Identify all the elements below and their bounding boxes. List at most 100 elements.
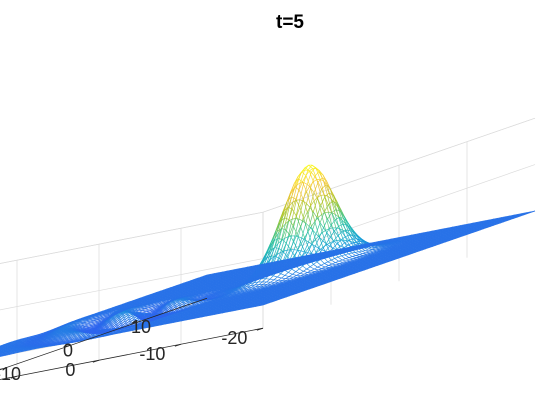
mesh-segment (266, 278, 271, 283)
grid-layer (0, 117, 536, 380)
mesh-segment (313, 179, 317, 182)
mesh-segment (292, 218, 296, 220)
mesh-segment (274, 243, 279, 248)
mesh-segment (270, 279, 275, 283)
mesh-segment (258, 278, 262, 283)
mesh-segment (284, 272, 289, 276)
mesh-segment (343, 239, 347, 241)
mesh-segment (341, 254, 345, 257)
grid-line-z (0, 258, 264, 311)
mesh-segment (354, 251, 359, 253)
mesh-segment (281, 223, 286, 229)
mesh-segment (307, 252, 312, 254)
mesh-segment (293, 234, 298, 242)
mesh-segment (286, 248, 291, 256)
mesh-segment (292, 271, 297, 275)
mesh-segment (273, 276, 278, 281)
mesh-segment (337, 255, 342, 258)
mesh-segment (300, 237, 305, 244)
mesh-segment (311, 221, 316, 227)
mesh-segment (320, 263, 325, 266)
mesh-segment (313, 261, 318, 265)
mesh-segment (289, 225, 294, 235)
mesh-segment (294, 249, 298, 251)
mesh-segment (283, 249, 288, 252)
mesh-segment (303, 182, 308, 185)
mesh-segment (317, 264, 322, 268)
mesh-segment (295, 268, 300, 272)
mesh-segment (338, 259, 343, 262)
mesh-segment (332, 201, 337, 210)
mesh-segment (307, 226, 312, 232)
mesh-segment (301, 237, 306, 241)
mesh-segment (325, 228, 330, 231)
mesh-segment (254, 281, 259, 286)
mesh-segment (327, 195, 332, 200)
mesh-segment (289, 201, 294, 206)
mesh-segment (292, 199, 297, 203)
mesh-segment (324, 211, 329, 214)
mesh-segment (277, 240, 282, 245)
mesh-segment (280, 250, 285, 253)
mesh-segment (334, 214, 339, 218)
mesh-segment (250, 282, 255, 286)
mesh-segment (341, 258, 346, 261)
mesh-segment (325, 184, 330, 194)
mesh-segment (317, 214, 322, 218)
mesh-segment (334, 230, 339, 237)
mesh-segment (267, 255, 272, 264)
mesh-segment (333, 240, 338, 245)
surface-mesh (0, 164, 536, 357)
mesh-segment (317, 181, 322, 190)
mesh-segment (279, 251, 284, 259)
mesh-segment (334, 219, 339, 227)
mesh-segment (262, 281, 267, 285)
mesh-segment (327, 218, 332, 226)
mesh-segment (277, 277, 282, 281)
mesh-segment (296, 182, 301, 186)
mesh-segment (299, 198, 304, 208)
mesh-segment (331, 212, 336, 215)
mesh-segment (298, 218, 303, 222)
mesh-segment (288, 274, 293, 277)
mesh-segment (315, 233, 320, 238)
mesh-segment (300, 250, 305, 253)
mesh-segment (345, 230, 350, 236)
mesh-segment (329, 227, 333, 230)
mesh-segment (315, 249, 320, 254)
mesh-segment (309, 264, 314, 268)
mesh-segment (335, 227, 340, 230)
mesh-segment (319, 222, 324, 228)
mesh-segment (281, 238, 285, 241)
mesh-segment (296, 273, 301, 276)
mesh-segment (315, 245, 319, 249)
mesh-segment (324, 261, 328, 264)
mesh-segment (327, 259, 332, 263)
mesh-segment (340, 239, 345, 244)
mesh-segment (310, 200, 315, 206)
mesh-segment (277, 228, 282, 239)
mesh-segment (288, 235, 292, 238)
wall-top-edge (0, 211, 264, 264)
mesh-segment (335, 260, 339, 263)
mesh-segment (299, 271, 304, 274)
mesh-segment (332, 247, 337, 250)
mesh-segment (350, 240, 354, 243)
mesh-segment (308, 241, 313, 245)
mesh-segment (310, 268, 315, 272)
mesh-segment (305, 223, 310, 227)
mesh-segment (325, 243, 330, 247)
mesh-segment (331, 258, 335, 261)
mesh-segment (277, 273, 282, 278)
mesh-segment (313, 192, 318, 199)
mesh-segment (334, 256, 339, 259)
mesh-segment (262, 278, 267, 283)
mesh-segment (281, 229, 286, 240)
mesh-segment (270, 240, 275, 251)
mesh-segment (319, 246, 324, 251)
mesh-segment (338, 217, 343, 225)
mesh-segment (309, 168, 313, 172)
mesh-segment (281, 275, 286, 279)
mesh-segment (298, 236, 302, 239)
